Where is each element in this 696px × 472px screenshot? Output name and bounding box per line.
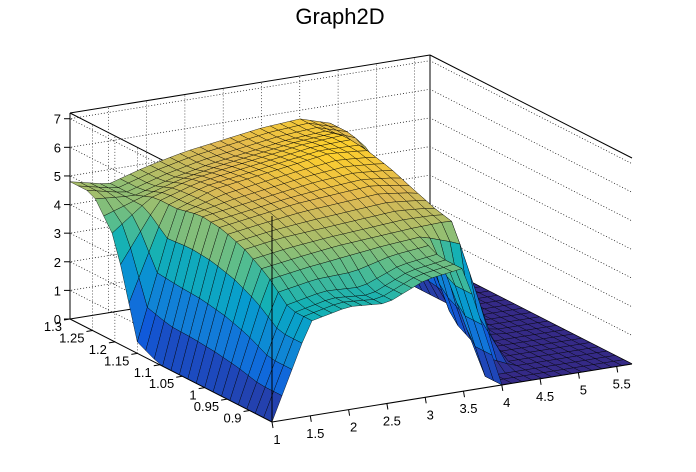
chart-front-frame [69, 216, 633, 423]
z-tick-label: 0 [54, 312, 61, 327]
x-tick-mark [348, 409, 351, 416]
z-tick-label: 1 [54, 283, 61, 298]
y-tick-mark [198, 387, 205, 390]
x-tick-label: 2.5 [383, 413, 401, 428]
surface-mesh [69, 118, 633, 423]
x-tick-mark [271, 421, 274, 429]
x-tick-mark [501, 384, 504, 392]
x-tick-label: 3.5 [459, 401, 477, 416]
z-tick-label: 7 [54, 112, 61, 127]
x-tick-label: 4 [503, 395, 510, 410]
y-tick-label: 1.05 [149, 376, 174, 391]
x-tick-label: 2 [350, 420, 357, 435]
y-tick-label: 0.95 [194, 399, 219, 414]
x-tick-label: 1 [273, 432, 280, 447]
z-tick-label: 5 [54, 169, 61, 184]
y-tick-mark [153, 364, 160, 367]
x-tick-mark [539, 378, 542, 385]
x-tick-label: 4.5 [536, 389, 554, 404]
y-tick-label: 1.15 [104, 353, 129, 368]
frame-edge [69, 318, 273, 423]
y-tick-label: 0.9 [223, 411, 241, 426]
y-tick-label: 1.1 [134, 365, 152, 380]
y-tick-label: 1.25 [59, 330, 84, 345]
x-tick-mark [424, 397, 427, 404]
x-tick-mark [386, 403, 389, 410]
x-tick-label: 1.5 [306, 426, 324, 441]
chart-title: Graph2D [295, 4, 384, 29]
frame-edge [429, 54, 633, 159]
y-tick-mark [131, 352, 138, 355]
frame-edge [69, 54, 431, 114]
z-tick-label: 6 [54, 140, 61, 155]
x-tick-label: 5 [580, 383, 587, 398]
z-tick-label: 2 [54, 255, 61, 270]
y-tick-label: 1.3 [44, 319, 62, 334]
x-tick-label: 3 [427, 407, 434, 422]
x-tick-mark [309, 415, 312, 422]
x-tick-label: 5.5 [613, 376, 631, 391]
y-tick-mark [243, 410, 250, 413]
x-tick-mark [577, 372, 580, 379]
y-tick-mark [176, 375, 183, 378]
z-tick-label: 4 [54, 198, 61, 213]
y-tick-label: 1.2 [89, 342, 107, 357]
x-tick-mark [616, 366, 619, 373]
frame-edge [271, 363, 633, 423]
chart-ticks: 1 1.5 2 2.5 3 3.5 4 4.5 5 5.50.90.9511.051.11.151… [44, 112, 631, 447]
y-tick-label: 1 [189, 388, 196, 403]
x-tick-mark [462, 391, 465, 398]
z-tick-label: 3 [54, 226, 61, 241]
y-tick-mark [108, 341, 115, 344]
y-tick-mark [221, 398, 228, 401]
y-tick-mark [86, 329, 93, 332]
